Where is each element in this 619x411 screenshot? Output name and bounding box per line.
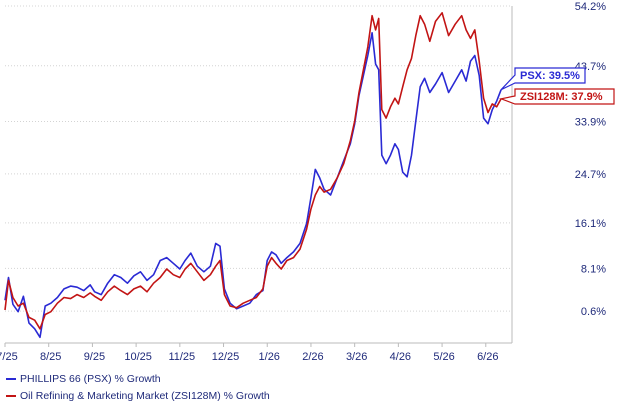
end-label-box-zsi128m xyxy=(498,88,615,105)
x-tick-label: 12/25 xyxy=(212,351,240,363)
axes: 0.6%8.1%16.1%24.7%33.9%43.7%54.2%7/258/2… xyxy=(0,1,606,363)
legend-item-zsi128m: Oil Refining & Marketing Market (ZSI128M… xyxy=(6,390,270,402)
gridlines xyxy=(5,5,512,312)
x-tick-label: 11/25 xyxy=(168,351,195,363)
legend-swatch-zsi128m xyxy=(6,395,16,398)
end-label-box-psx xyxy=(500,67,586,91)
series-layer xyxy=(4,12,502,339)
y-tick-label: 33.9% xyxy=(575,117,606,129)
x-tick-label: 1/26 xyxy=(259,351,280,363)
end-label-psx: PSX: 39.5% xyxy=(520,70,580,82)
y-tick-label: 16.1% xyxy=(575,218,606,230)
x-tick-label: 10/25 xyxy=(124,351,152,363)
x-tick-label: 7/25 xyxy=(0,351,18,363)
legend-label-psx: PHILLIPS 66 (PSX) % Growth xyxy=(20,373,161,385)
x-tick-label: 9/25 xyxy=(84,351,105,363)
x-tick-label: 4/26 xyxy=(390,351,411,363)
x-tick-label: 5/26 xyxy=(433,351,454,363)
legend-swatch-psx xyxy=(6,378,16,381)
y-tick-label: 24.7% xyxy=(575,169,606,181)
x-tick-label: 3/26 xyxy=(346,351,367,363)
legend-item-psx: PHILLIPS 66 (PSX) % Growth xyxy=(6,373,161,385)
x-tick-label: 2/26 xyxy=(302,351,323,363)
x-tick-label: 6/26 xyxy=(477,351,498,363)
y-tick-label: 54.2% xyxy=(575,1,606,13)
series-line-psx xyxy=(4,31,502,339)
series-line-zsi128m xyxy=(4,12,502,330)
end-label-zsi128m: ZSI128M: 37.9% xyxy=(520,91,603,103)
y-tick-label: 0.6% xyxy=(581,306,606,318)
y-tick-label: 8.1% xyxy=(581,263,606,275)
end-labels: PSX: 39.5% ZSI128M: 37.9% xyxy=(498,67,615,105)
x-tick-label: 8/25 xyxy=(40,351,61,363)
legend-label-zsi128m: Oil Refining & Marketing Market (ZSI128M… xyxy=(20,390,270,402)
